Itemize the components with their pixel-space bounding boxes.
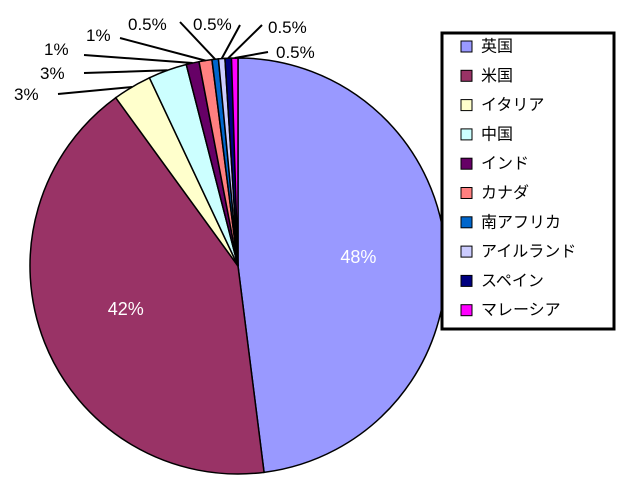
legend-label-10: マレーシア: [481, 300, 561, 319]
slice-label-3: 3%: [14, 85, 39, 104]
legend-label-2: 米国: [481, 66, 513, 85]
slice-label-2: 42%: [108, 299, 144, 319]
legend-swatch-2: [460, 69, 473, 82]
legend-swatch-4: [460, 128, 473, 141]
legend-swatch-6: [460, 187, 473, 199]
leader-lines: [57, 21, 269, 95]
pie-slice-2: [29, 96, 265, 475]
leader-line-5: [83, 54, 193, 64]
legend-label-5: インド: [481, 154, 529, 173]
legend-label-4: 中国: [481, 124, 513, 143]
legend-swatch-1: [460, 40, 473, 53]
legend-label-7: 南アフリカ: [481, 212, 561, 231]
slice-label-1: 48%: [340, 247, 376, 267]
legend-swatch-5: [460, 157, 473, 170]
slice-label-6: 1%: [86, 26, 111, 45]
slice-label-7: 0.5%: [128, 15, 167, 34]
leader-line-10: [234, 51, 269, 59]
slice-label-4: 3%: [40, 64, 65, 83]
leader-line-7: [179, 21, 216, 60]
slice-labels: 48% 42% 3%3% 1% 1% 0.5% 0.5% 0.5% 0.5%: [14, 15, 376, 319]
legend-swatch-9: [460, 274, 473, 287]
slice-label-8: 0.5%: [193, 15, 232, 34]
leader-line-4: [83, 69, 168, 74]
slice-label-9: 0.5%: [268, 18, 307, 37]
leader-line-9: [227, 24, 263, 59]
legend-label-6: カナダ: [481, 183, 529, 202]
leader-line-3: [57, 86, 133, 95]
legend-label-8: アイルランド: [481, 242, 576, 261]
legend-swatch-3: [460, 99, 473, 112]
leader-line-6: [119, 37, 206, 62]
legend-label-9: スペイン: [481, 271, 544, 290]
legend-swatch-8: [460, 245, 473, 258]
slice-label-10: 0.5%: [276, 43, 315, 62]
legend-swatch-7: [460, 216, 473, 229]
legend-label-1: 英国: [481, 37, 513, 56]
legend-label-3: イタリア: [481, 95, 544, 114]
leader-line-8: [220, 24, 241, 60]
legend-swatch-10: [460, 304, 473, 317]
slice-label-5: 1%: [44, 40, 69, 59]
pie-slices: [29, 57, 447, 475]
